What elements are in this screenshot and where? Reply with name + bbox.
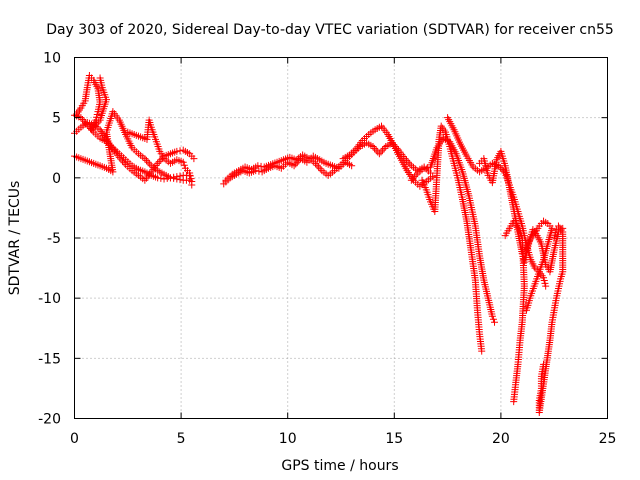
data-point-interp xyxy=(155,158,163,166)
data-point-interp xyxy=(313,161,321,169)
data-point xyxy=(369,143,377,151)
axis-ticks: 0 5 10 15 20 25 -20 -15 -10 -5 0 5 10 xyxy=(38,51,616,448)
y-tick-label: 5 xyxy=(52,111,61,127)
data-point-interp xyxy=(380,144,388,152)
data-point xyxy=(429,173,437,181)
data-point xyxy=(190,155,198,163)
data-point xyxy=(348,162,356,170)
data-point xyxy=(542,282,550,290)
data-point-interp xyxy=(117,155,125,163)
data-point xyxy=(488,312,496,320)
data-point-interp xyxy=(157,174,165,182)
data-point xyxy=(96,74,104,82)
data-point-interp xyxy=(379,146,387,154)
data-point xyxy=(173,175,181,183)
data-point-interp xyxy=(292,160,300,168)
series-arc-m xyxy=(501,217,556,406)
series-arc-c xyxy=(73,72,110,134)
data-point xyxy=(154,159,162,167)
data-point-interp xyxy=(144,158,152,166)
y-tick-label: 10 xyxy=(43,51,61,67)
data-point xyxy=(478,347,486,355)
data-point-interp xyxy=(180,161,188,169)
data-point-interp xyxy=(423,164,431,172)
data-point-interp xyxy=(176,176,184,184)
x-tick-label: 20 xyxy=(492,431,510,447)
data-point xyxy=(375,150,383,158)
y-tick-label: -10 xyxy=(38,291,61,307)
series-arc-e xyxy=(124,116,196,189)
x-tick-label: 15 xyxy=(385,431,403,447)
data-point xyxy=(311,159,319,167)
x-axis-label: GPS time / hours xyxy=(281,458,398,474)
y-tick-label: -15 xyxy=(38,351,61,367)
data-point-interp xyxy=(146,160,154,168)
data-point-interp xyxy=(163,174,171,182)
data-point xyxy=(188,181,196,189)
data-point xyxy=(173,147,181,155)
data-point xyxy=(179,158,187,166)
data-point-interp xyxy=(372,146,380,154)
data-point-interp xyxy=(176,147,184,155)
data-point-interp xyxy=(142,156,150,164)
data-point xyxy=(420,164,428,172)
data-point-interp xyxy=(409,174,417,182)
data-point-interp xyxy=(78,115,86,123)
data-point-interp xyxy=(406,160,414,168)
data-point xyxy=(495,162,503,170)
data-point-interp xyxy=(498,165,506,173)
x-tick-label: 0 xyxy=(70,431,79,447)
y-tick-label: -5 xyxy=(47,231,61,247)
data-point-interp xyxy=(377,148,385,156)
data-point xyxy=(290,162,298,170)
data-marks xyxy=(71,72,567,416)
data-point xyxy=(522,244,530,252)
data-point xyxy=(115,153,123,161)
data-point-interp xyxy=(316,165,324,173)
data-point xyxy=(554,222,562,230)
data-point xyxy=(407,176,415,184)
x-tick-label: 25 xyxy=(599,431,617,447)
data-point xyxy=(491,318,499,326)
data-point xyxy=(254,162,262,170)
data-point-interp xyxy=(170,174,178,182)
data-point-interp xyxy=(120,159,128,167)
y-tick-label: 0 xyxy=(52,171,61,187)
series-arc-i xyxy=(407,134,499,326)
series-arc-j xyxy=(418,122,486,355)
data-point-interp xyxy=(411,173,419,181)
y-axis-label: SDTVAR / TECUs xyxy=(7,181,23,296)
data-point-interp xyxy=(489,315,497,323)
data-point xyxy=(510,398,518,406)
x-tick-label: 5 xyxy=(177,431,186,447)
data-point xyxy=(141,155,149,163)
data-point xyxy=(166,174,174,182)
data-point-interp xyxy=(412,171,420,179)
series-arc-n xyxy=(535,222,567,416)
chart-title: Day 303 of 2020, Sidereal Day-to-day VTE… xyxy=(46,22,614,38)
data-point xyxy=(550,234,558,242)
y-tick-label: -20 xyxy=(38,412,61,428)
data-point-interp xyxy=(315,163,323,171)
x-tick-label: 10 xyxy=(279,431,297,447)
data-point xyxy=(154,174,162,182)
data-point-interp xyxy=(371,144,379,152)
data-point-interp xyxy=(118,157,126,165)
data-point-interp xyxy=(255,167,263,175)
